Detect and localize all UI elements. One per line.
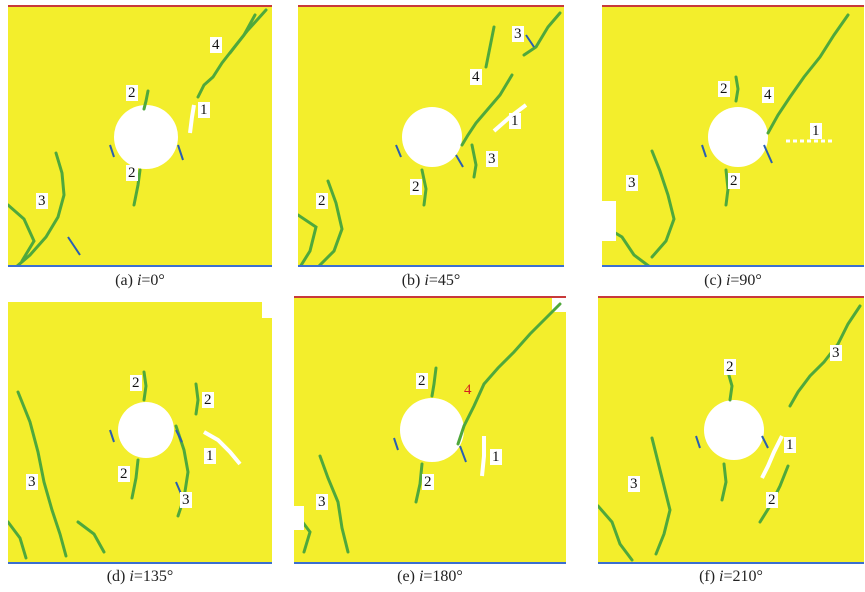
crack-label: 2 xyxy=(126,85,138,101)
panel-a: 4 2 1 2 3 xyxy=(8,5,272,267)
crack-label: 2 xyxy=(410,179,422,195)
caption-f: (f) i=210° xyxy=(699,568,763,585)
crack-label: 4 xyxy=(210,37,222,53)
panel-e: 2 4 1 2 3 xyxy=(294,296,566,564)
crack-label: 2 xyxy=(118,466,130,482)
simulation-field-b xyxy=(298,5,564,267)
crack-label-highlight: 4 xyxy=(464,382,472,398)
crack-label: 2 xyxy=(130,375,142,391)
crack-label: 3 xyxy=(486,151,498,167)
panel-b: 3 4 1 2 3 2 xyxy=(298,5,564,267)
crack-label: 3 xyxy=(626,175,638,191)
crack-label: 1 xyxy=(509,113,521,129)
crack-label: 1 xyxy=(810,123,822,139)
caption-e: (e) i=180° xyxy=(397,568,463,585)
caption-a: (a) i=0° xyxy=(115,272,165,289)
crack-label: 3 xyxy=(512,26,524,42)
crack-label: 2 xyxy=(416,373,428,389)
crack-label: 2 xyxy=(724,359,736,375)
panel-d: 2 2 1 3 2 3 xyxy=(8,302,272,564)
crack-label: 3 xyxy=(26,474,38,490)
simulation-field-e xyxy=(294,296,566,564)
simulation-field-f xyxy=(598,296,864,564)
simulation-field-a xyxy=(8,5,272,267)
crack-label: 3 xyxy=(36,193,48,209)
crack-label: 1 xyxy=(204,448,216,464)
caption-c: (c) i=90° xyxy=(704,272,762,289)
crack-label: 1 xyxy=(198,102,210,118)
crack-label: 4 xyxy=(470,69,482,85)
simulation-field-d xyxy=(8,302,272,564)
crack-label: 3 xyxy=(316,494,328,510)
crack-label: 1 xyxy=(490,449,502,465)
crack-label: 3 xyxy=(830,345,842,361)
crack-label: 2 xyxy=(316,193,328,209)
panel-f: 2 3 1 3 2 xyxy=(598,296,864,564)
panel-c: 2 4 1 3 2 xyxy=(602,5,864,267)
caption-b: (b) i=45° xyxy=(401,272,461,289)
crack-label: 2 xyxy=(202,392,214,408)
crack-label: 3 xyxy=(628,476,640,492)
crack-label: 2 xyxy=(126,165,138,181)
simulation-field-c xyxy=(602,5,864,267)
crack-label: 2 xyxy=(422,474,434,490)
crack-label: 1 xyxy=(784,437,796,453)
crack-label: 2 xyxy=(728,173,740,189)
crack-label: 2 xyxy=(766,492,778,508)
crack-label: 4 xyxy=(762,87,774,103)
crack-label: 2 xyxy=(718,81,730,97)
caption-d: (d) i=135° xyxy=(106,568,174,585)
crack-label: 3 xyxy=(180,492,192,508)
